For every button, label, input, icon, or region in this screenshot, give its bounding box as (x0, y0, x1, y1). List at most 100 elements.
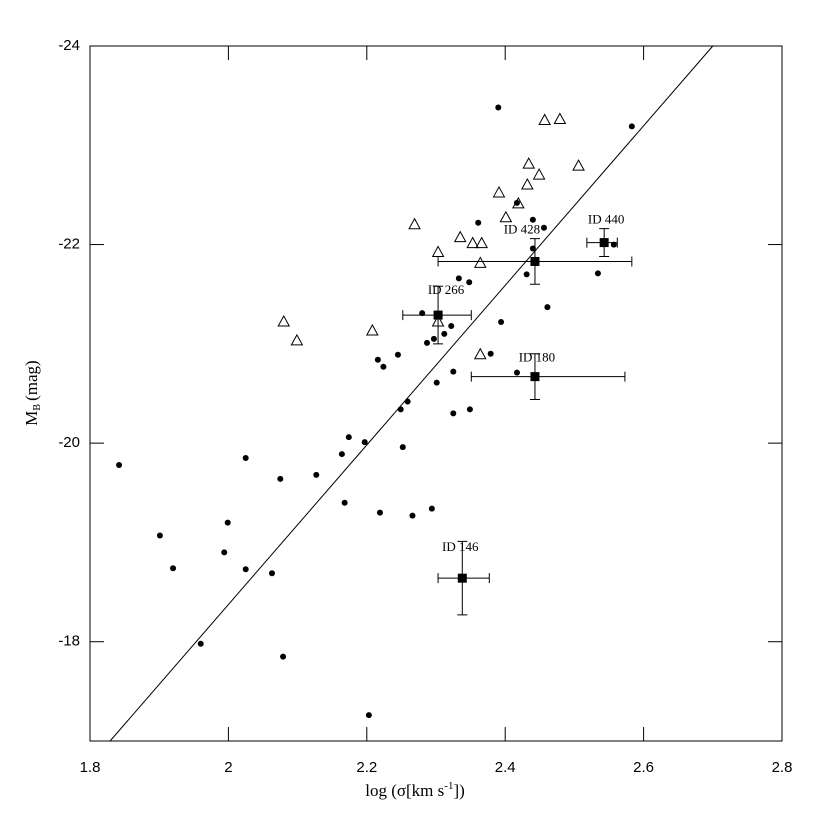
dot (540, 224, 547, 231)
triangle-point (473, 256, 487, 268)
dot (197, 640, 204, 647)
triangle-point (431, 245, 445, 258)
y-label-end: (mag) (22, 360, 41, 401)
triangle-point (473, 347, 487, 360)
dot (441, 330, 448, 337)
dot (455, 275, 462, 282)
dot (466, 406, 473, 413)
dot (380, 363, 387, 370)
dot (513, 199, 520, 206)
dot (529, 245, 536, 252)
dot (513, 369, 520, 376)
dot (475, 219, 482, 226)
fit-line (109, 45, 714, 742)
dot (341, 499, 348, 506)
triangle-point (475, 236, 489, 249)
triangle-point (277, 314, 291, 327)
dot (428, 505, 435, 512)
dot (498, 319, 505, 326)
dot (409, 512, 416, 519)
dot (448, 322, 455, 329)
dot (365, 712, 372, 719)
dot (224, 519, 231, 526)
dot (594, 270, 601, 277)
triangle-point (365, 323, 379, 336)
dot (466, 279, 473, 286)
x-tick-label: 2.6 (633, 759, 654, 776)
dot (277, 475, 284, 482)
triangle-point (538, 113, 551, 125)
dot (529, 216, 536, 223)
triangle-point (520, 177, 534, 190)
x-tick-label: 2.4 (495, 759, 516, 776)
dot (313, 471, 320, 478)
x-tick-label: 1.8 (80, 759, 101, 776)
triangle-point (408, 217, 421, 230)
dot (450, 410, 457, 417)
point-label: ID 146 (442, 539, 479, 554)
square-point (530, 256, 540, 266)
dot (450, 368, 457, 375)
dot (268, 570, 275, 577)
x-label-end: ]) (453, 781, 464, 800)
y-tick-label: -20 (58, 434, 80, 451)
y-tick-label: -18 (58, 633, 80, 650)
triangle-point (492, 185, 506, 198)
x-label-main: log (σ[km s (365, 781, 444, 800)
dot (242, 566, 249, 573)
x-label-sup: -1 (444, 780, 453, 792)
point-label: ID 266 (428, 282, 465, 297)
dot (345, 434, 352, 441)
dot (433, 379, 440, 386)
triangle-point (290, 333, 304, 346)
dot (424, 339, 431, 346)
dot (628, 123, 635, 130)
x-tick-label: 2.8 (772, 759, 793, 776)
square-point (457, 573, 467, 583)
dot (487, 350, 494, 357)
dot (430, 335, 437, 342)
dot (376, 509, 383, 516)
dot (116, 461, 123, 468)
dot (280, 653, 287, 660)
dot (156, 532, 163, 539)
dot (221, 549, 228, 556)
square-point (599, 238, 609, 248)
square-point (530, 372, 540, 382)
dot (242, 455, 249, 462)
dot (361, 439, 368, 446)
triangle-point (553, 112, 567, 124)
point-label: ID 180 (519, 350, 555, 365)
x-error-bar (470, 371, 626, 382)
triangle-point (512, 196, 525, 209)
x-tick-label: 2.2 (356, 759, 377, 776)
y-tick-label: -24 (58, 37, 80, 54)
point-label: ID 440 (588, 212, 624, 227)
x-tick-label: 2 (224, 759, 232, 776)
y-label-sub: B (32, 404, 43, 411)
dot (394, 351, 401, 358)
dot (495, 104, 502, 111)
point-label: ID 428 (504, 221, 540, 236)
triangle-point (532, 168, 546, 180)
dot (397, 406, 404, 413)
triangle-point (522, 157, 536, 169)
dot (544, 304, 551, 311)
dot (523, 271, 530, 278)
y-axis-label: MB (mag) (22, 360, 43, 425)
dot (399, 444, 406, 451)
y-tick-label: -22 (58, 236, 80, 253)
dot (374, 356, 381, 363)
x-axis-label: log (σ[km s-1]) (365, 780, 465, 800)
plot-frame (89, 45, 783, 742)
square-point (433, 310, 443, 320)
triangle-point (572, 159, 585, 171)
triangle-point (453, 230, 467, 243)
triangle-point (499, 210, 513, 223)
dot (404, 398, 411, 405)
dot (170, 565, 177, 572)
dot (338, 451, 345, 458)
triangle-point (466, 236, 480, 249)
